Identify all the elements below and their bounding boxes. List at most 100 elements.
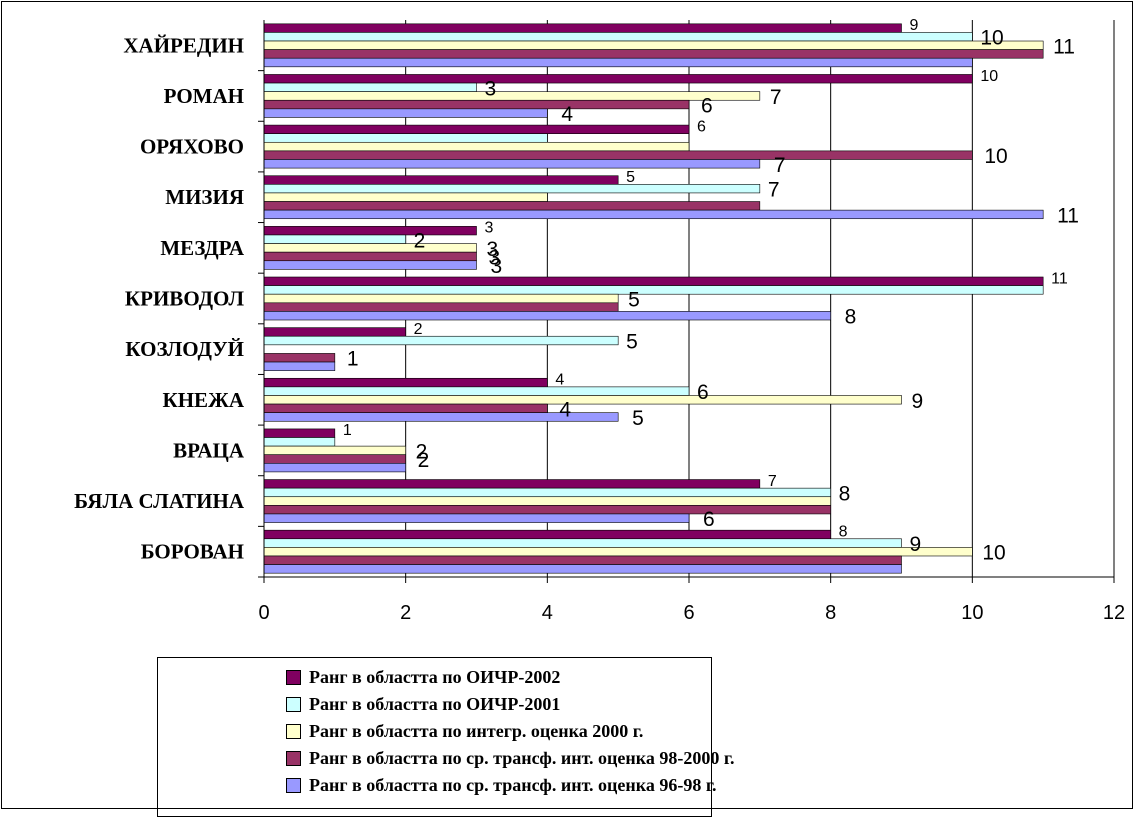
x-tick-label: 0: [258, 602, 269, 624]
x-tick-label: 4: [542, 602, 553, 624]
bar: [263, 454, 406, 464]
bar: [263, 547, 973, 557]
legend-swatch: [286, 724, 301, 739]
category-label: МИЗИЯ: [165, 185, 244, 209]
bar: [263, 209, 1044, 220]
bar: [263, 538, 902, 548]
bar: [263, 260, 477, 270]
bar: [263, 445, 406, 456]
bar: [263, 124, 690, 134]
data-label: 7: [768, 179, 780, 202]
legend-swatch: [286, 697, 301, 712]
data-label: 1: [347, 348, 359, 371]
bar: [263, 327, 406, 337]
category-label: БОРОВАН: [141, 540, 244, 564]
data-label: 6: [703, 508, 715, 531]
data-label: 3: [491, 255, 503, 278]
legend-swatch: [286, 670, 301, 685]
bar: [263, 159, 761, 169]
bar: [263, 234, 406, 244]
bar: [263, 386, 690, 396]
category-label: КРИВОДОЛ: [125, 287, 244, 311]
bar: [263, 192, 548, 202]
data-label: 2: [416, 440, 428, 463]
data-label: 4: [555, 372, 564, 389]
bar: [263, 23, 902, 33]
data-label: 3: [485, 220, 494, 237]
bar: [263, 91, 761, 101]
bar: [263, 428, 336, 438]
bar: [263, 395, 902, 405]
bar: [263, 302, 619, 312]
bar: [263, 141, 690, 152]
data-label: 2: [414, 229, 426, 252]
legend-item-transf-96-98: Ранг в областта по ср. трансф. инт. оцен…: [286, 772, 717, 799]
legend-label: Ранг в областта по ОИЧР-2001: [309, 694, 561, 714]
category-label: ВРАЦА: [173, 438, 245, 462]
x-tick-label: 2: [400, 602, 411, 624]
bar: [263, 57, 973, 68]
legend-label: Ранг в областта по ОИЧР-2002: [309, 667, 561, 687]
bar: [263, 32, 973, 42]
legend-label: Ранг в областта по ср. трансф. инт. оцен…: [309, 748, 735, 768]
bar: [263, 505, 831, 515]
data-label: 8: [839, 523, 848, 540]
bar: [263, 243, 477, 253]
data-label: 2: [414, 321, 423, 338]
legend-swatch: [286, 778, 301, 793]
bar: [263, 293, 619, 304]
data-label: 3: [485, 77, 497, 100]
bar: [263, 529, 831, 540]
data-label: 2: [418, 449, 430, 472]
bar: [263, 108, 548, 118]
data-label: 4: [561, 103, 573, 126]
data-label: 6: [697, 381, 709, 404]
bar: [263, 479, 761, 489]
legend-swatch: [286, 751, 301, 766]
data-label: 5: [632, 407, 644, 430]
data-label: 5: [628, 289, 640, 312]
bar: [263, 403, 548, 413]
x-tick-label: 6: [683, 602, 694, 624]
legend-item-oichr-2002: Ранг в областта по ОИЧР-2002: [286, 664, 711, 691]
category-label: МЕЗДРА: [160, 236, 244, 260]
data-label: 5: [626, 169, 635, 186]
bar: [263, 133, 548, 143]
bar: [263, 276, 1044, 286]
data-label: 5: [626, 331, 638, 354]
bar: [263, 184, 761, 194]
bar: [263, 335, 619, 346]
bar: [263, 555, 902, 565]
data-label: 1: [343, 422, 352, 439]
category-label: ОРЯХОВО: [140, 135, 244, 159]
data-label: 3: [489, 246, 501, 269]
bar: [263, 353, 336, 363]
category-label: КОЗЛОДУЙ: [125, 337, 244, 361]
data-label: 9: [912, 390, 924, 413]
data-label: 3: [487, 238, 499, 261]
bar: [263, 513, 690, 523]
data-label: 10: [984, 145, 1007, 168]
bar: [263, 150, 973, 160]
x-tick-label: 12: [1103, 602, 1125, 624]
data-label: 4: [559, 398, 571, 421]
legend: Ранг в областта по ОИЧР-2002 Ранг в обла…: [157, 657, 735, 817]
bar: [263, 487, 831, 498]
legend-item-integr-2000: Ранг в областта по интегр. оценка 2000 г…: [286, 718, 711, 745]
legend-label: Ранг в областта по ср. трансф. инт. оцен…: [309, 775, 717, 795]
data-label: 6: [701, 95, 713, 118]
bar: [263, 311, 831, 321]
data-label: 7: [770, 86, 782, 109]
bar: [263, 201, 761, 211]
bar: [263, 74, 973, 84]
bar: [263, 251, 477, 262]
bar: [263, 496, 831, 506]
bar: [263, 564, 902, 574]
bar: [263, 82, 477, 92]
legend-label: Ранг в областта по интегр. оценка 2000 г…: [309, 721, 644, 741]
data-label: 10: [980, 27, 1003, 50]
data-label: 11: [1057, 204, 1079, 227]
